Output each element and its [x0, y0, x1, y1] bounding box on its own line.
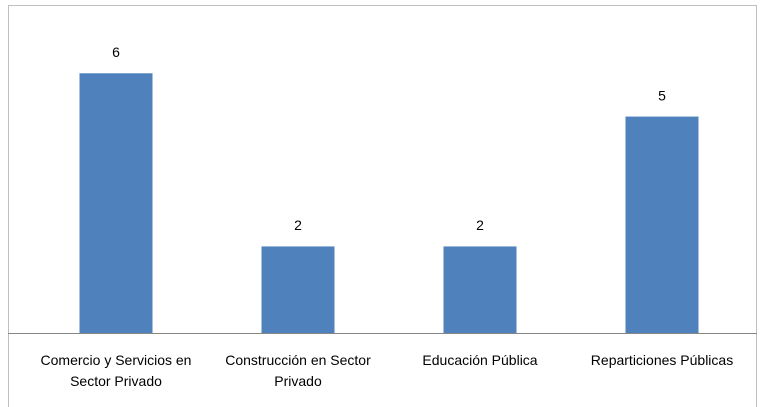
- data-label: 5: [658, 87, 666, 103]
- bar: [625, 116, 699, 333]
- bar: [79, 73, 153, 334]
- data-label: 6: [112, 44, 120, 60]
- bar: [443, 246, 517, 333]
- data-label: 2: [476, 217, 484, 233]
- x-tick-label: Reparticiones Públicas: [590, 352, 734, 368]
- x-tick-label: Comercio y Servicios en Sector Privado: [40, 352, 192, 389]
- data-label: 2: [294, 217, 302, 233]
- bar: [261, 246, 335, 333]
- x-tick-label: Educación Pública: [422, 352, 538, 368]
- chart-border: [8, 5, 757, 407]
- x-tick-label: Construcción en Sector Privado: [225, 352, 371, 389]
